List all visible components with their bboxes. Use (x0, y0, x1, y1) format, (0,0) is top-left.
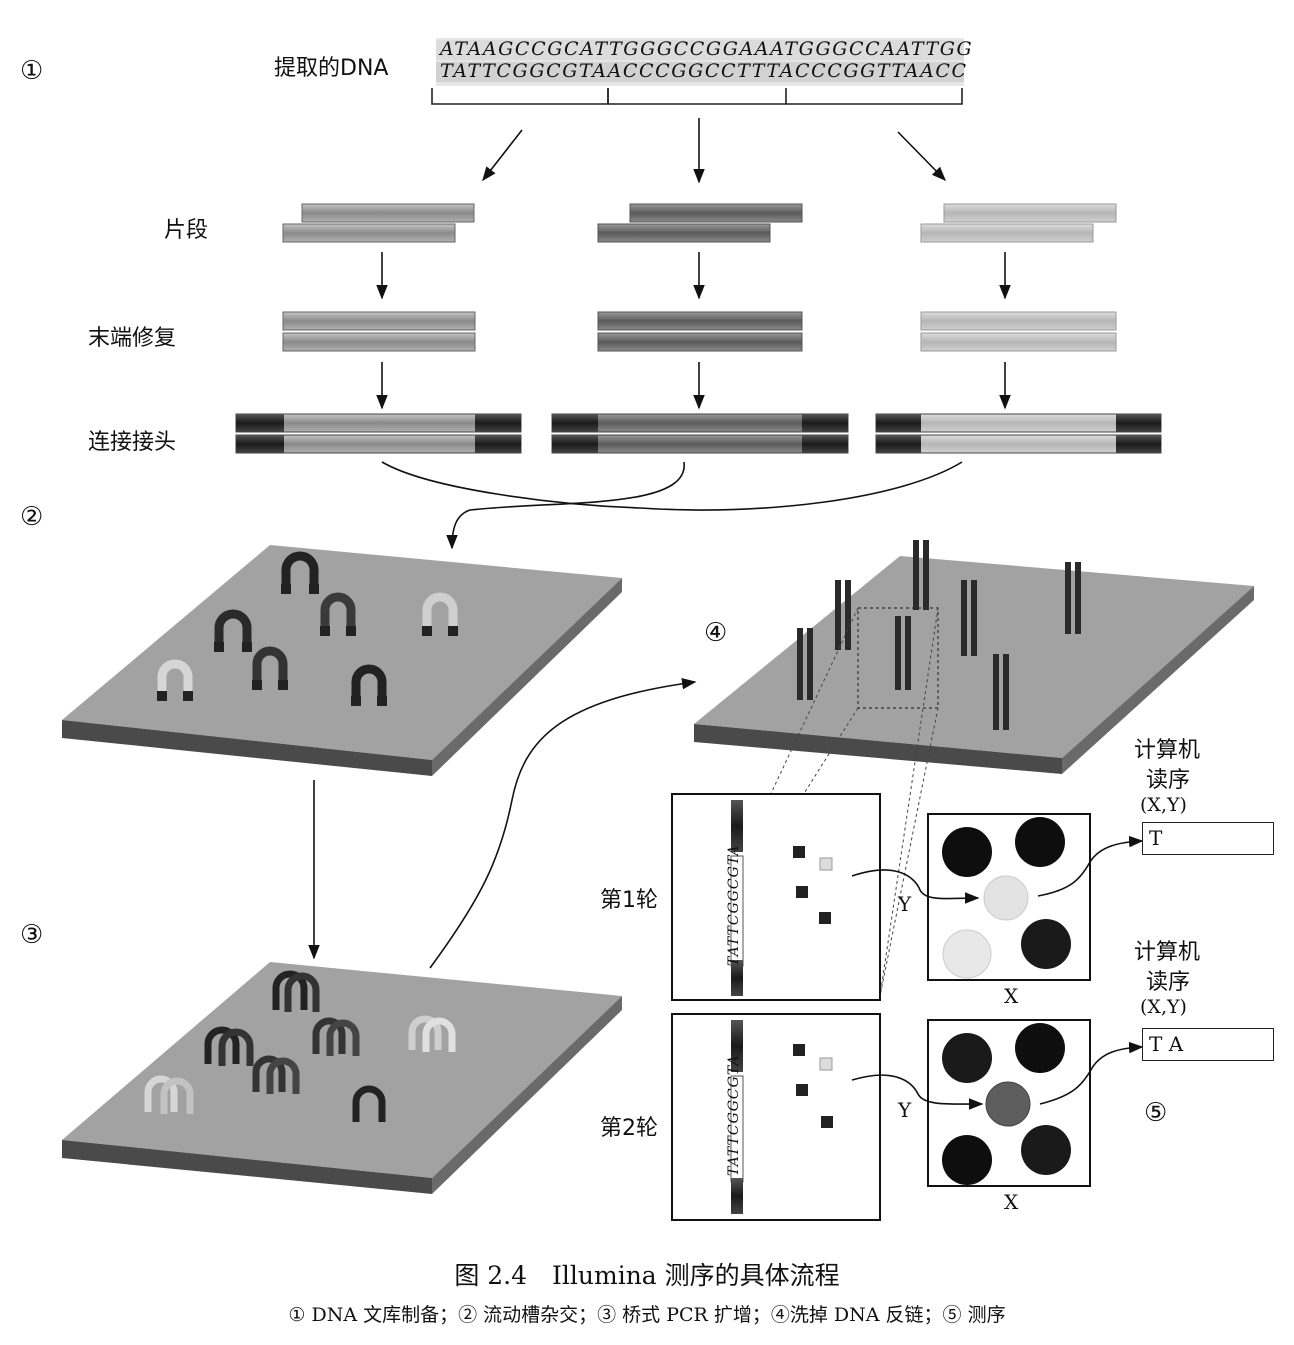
step-4-marker: ④ (704, 618, 728, 648)
bridge-anchors-2 (157, 584, 458, 706)
round1-strand (730, 800, 744, 996)
readout-result-1: T (1142, 822, 1274, 855)
x-axis-label-2: X (1004, 1190, 1019, 1214)
bridges-plate-2 (157, 551, 458, 700)
flow-cell-plate-3 (62, 962, 622, 1194)
round2-strand (730, 1020, 744, 1214)
bridges-plate-3 (144, 970, 456, 1122)
readout-title-1-line1: 计算机 (1134, 738, 1201, 763)
adapter-row (235, 413, 1162, 454)
readout-title-1-line2: 读序 (1146, 768, 1191, 793)
readout-title-2-line2: 读序 (1146, 970, 1191, 995)
readout-coord-1: (X,Y) (1140, 794, 1187, 816)
down-arrows-1 (376, 252, 1011, 300)
single-strand-clusters (797, 540, 1081, 730)
dna-label: 提取的DNA (274, 56, 389, 81)
readout-coord-2: (X,Y) (1140, 996, 1187, 1018)
dna-strand-top: ATAAGCCGCATTGGGCCGGAAATGGGCCAATTGG (440, 38, 974, 60)
round1-strand-panel (671, 793, 881, 1001)
arrow-3-to-4 (429, 678, 697, 969)
readout-arrows (851, 835, 1144, 1110)
x-axis-label-1: X (1004, 984, 1019, 1008)
y-axis-label-1: Y (898, 892, 912, 916)
end-repair-row (282, 311, 1117, 352)
step-1-marker: ① (20, 56, 44, 86)
fragment-row (282, 203, 1117, 243)
readout-title-2-line1: 计算机 (1134, 940, 1201, 965)
fragment-label: 片段 (164, 218, 209, 243)
round2-strand-panel (671, 1013, 881, 1221)
merge-curves (381, 461, 963, 550)
round2-spots (942, 1023, 1071, 1185)
flow-cell-plate-2 (62, 545, 622, 776)
round2-nucleotides (793, 1044, 833, 1128)
split-arrows (482, 118, 947, 184)
dna-strand-bottom: TATTCGGCGTAACCCGGCCTTTACCCGGTTAACC (440, 60, 968, 82)
round-1-label: 第1轮 (600, 888, 658, 913)
y-axis-label-2: Y (898, 1098, 912, 1122)
round1-strand-sequence: TATTCGGCGTA (726, 844, 742, 966)
extracted-dna-strip (436, 38, 964, 86)
readout-result-2: T A (1142, 1028, 1274, 1061)
round1-nucleotides (793, 846, 833, 924)
step-3-marker: ③ (20, 920, 44, 950)
step-5-marker: ⑤ (1144, 1098, 1168, 1128)
end-repair-label: 末端修复 (88, 326, 177, 351)
figure-title: 图 2.4 Illumina 测序的具体流程 (454, 1261, 840, 1290)
round2-strand-sequence: TATTCGGCGTA (726, 1054, 742, 1176)
figure-subtitle: ① DNA 文库制备；② 流动槽杂交；③ 桥式 PCR 扩增；④洗掉 DNA 反… (288, 1304, 1006, 1326)
dna-brackets (431, 88, 963, 105)
down-arrows-2 (376, 362, 1011, 410)
step-2-marker: ② (20, 502, 44, 532)
round1-spots (942, 817, 1071, 979)
flow-cell-plate-4 (694, 556, 1254, 774)
adapter-ligation-label: 连接接头 (88, 430, 177, 455)
round-2-label: 第2轮 (600, 1116, 658, 1141)
